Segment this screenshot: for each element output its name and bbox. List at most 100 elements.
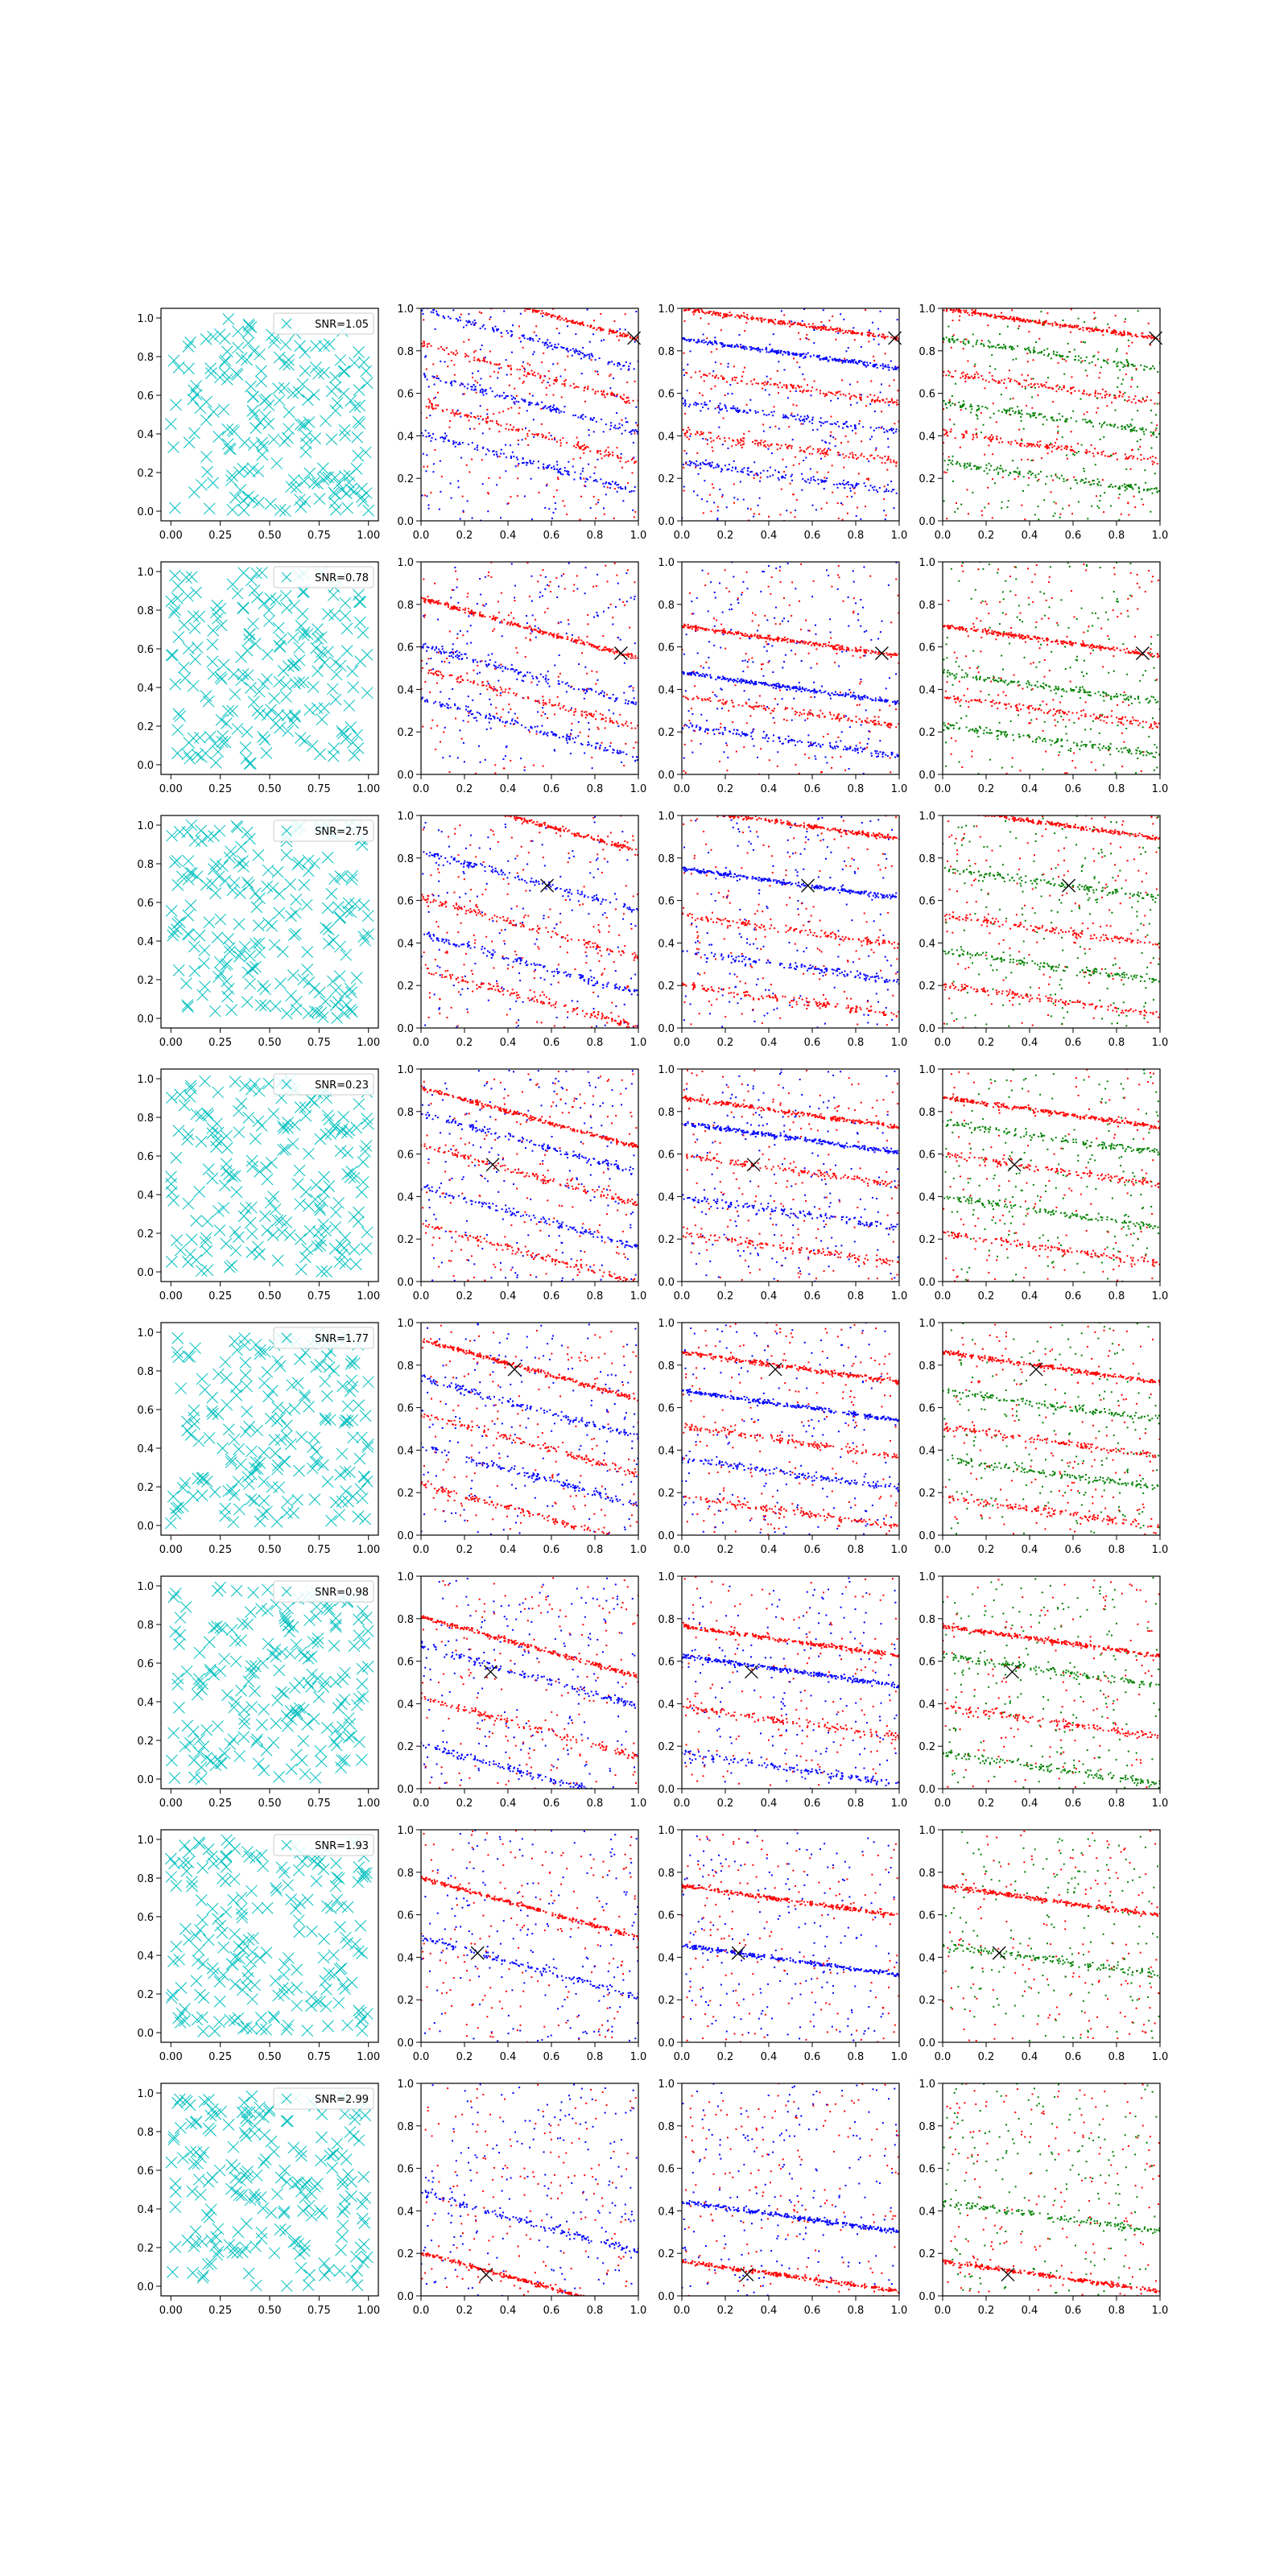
data-point-x-marker [169,569,181,582]
data-point [483,605,485,607]
data-point [632,687,634,689]
data-point [784,477,786,479]
data-point [1037,441,1039,444]
data-point [496,422,498,424]
data-point-x-marker [256,566,268,579]
data-point [440,346,442,349]
data-point-x-marker [214,671,227,683]
data-point [452,443,455,445]
data-point [873,485,876,488]
data-point [714,312,716,315]
data-point-x-marker [250,567,263,580]
data-point [741,446,743,448]
data-point [970,411,972,414]
data-point [426,378,428,381]
data-point [1042,324,1045,326]
data-point [460,382,463,385]
data-point-x-marker [225,469,238,482]
data-point [543,468,545,470]
data-point [958,308,960,311]
y-tick-label: 0.0 [137,760,154,772]
data-point [442,437,444,440]
data-point [624,486,626,489]
data-point [493,370,496,373]
data-point [1099,372,1101,374]
data-point [1036,444,1038,446]
data-point [626,400,629,402]
data-point [723,345,725,347]
data-point [601,649,603,651]
data-point [541,595,543,597]
data-point [852,456,855,459]
data-point [843,361,845,363]
data-point [844,436,847,438]
data-point [774,425,777,427]
data-point-x-marker [320,415,332,427]
data-point [981,514,984,517]
data-point [812,478,815,481]
data-point [457,444,460,446]
data-point [822,392,824,394]
data-point [817,326,819,328]
data-point [1004,378,1006,381]
y-tick-label: 0.6 [658,389,675,401]
data-point [988,462,990,464]
data-point [551,467,553,469]
data-point [474,323,477,325]
data-point [569,385,572,387]
data-point [1146,489,1149,492]
data-point [476,720,478,722]
data-point [824,480,826,482]
data-point [696,431,699,434]
data-point-x-marker [301,628,314,640]
data-point [546,483,548,485]
data-point [488,477,490,479]
data-point [555,634,558,636]
data-point [968,314,970,316]
data-point [873,394,876,397]
data-point [1077,443,1080,445]
data-point [844,361,847,363]
data-point [860,398,862,401]
data-point [701,311,704,313]
data-point [846,496,848,498]
data-point-x-marker [183,737,196,749]
data-point [816,451,819,453]
data-point [558,411,560,414]
data-point [1139,439,1141,441]
data-point-x-marker [172,361,185,374]
data-point [700,464,702,466]
data-point [537,434,539,436]
data-point [1006,325,1009,328]
data-point [959,310,961,312]
data-point [437,404,440,407]
data-point [803,415,806,418]
data-point [687,308,690,310]
data-point [589,450,592,452]
data-point [530,575,533,577]
data-point [890,459,892,461]
data-point [615,427,617,430]
data-point [890,398,893,400]
data-point [500,424,502,427]
data-point [703,462,705,464]
data-point [995,316,997,319]
data-point [454,567,456,569]
data-point-x-marker [313,493,326,505]
data-point [531,630,534,633]
data-point [559,316,561,318]
data-point [794,322,796,324]
data-point [969,462,972,464]
data-point [1134,333,1137,336]
data-point [1113,397,1116,399]
data-point [489,704,492,706]
data-point [1099,438,1101,440]
data-point [711,464,713,467]
data-point [816,428,819,431]
point-layer [421,562,638,774]
data-point [564,380,566,382]
data-point [722,345,724,347]
data-point [588,353,591,356]
data-point [970,375,972,378]
data-point [1088,330,1091,332]
